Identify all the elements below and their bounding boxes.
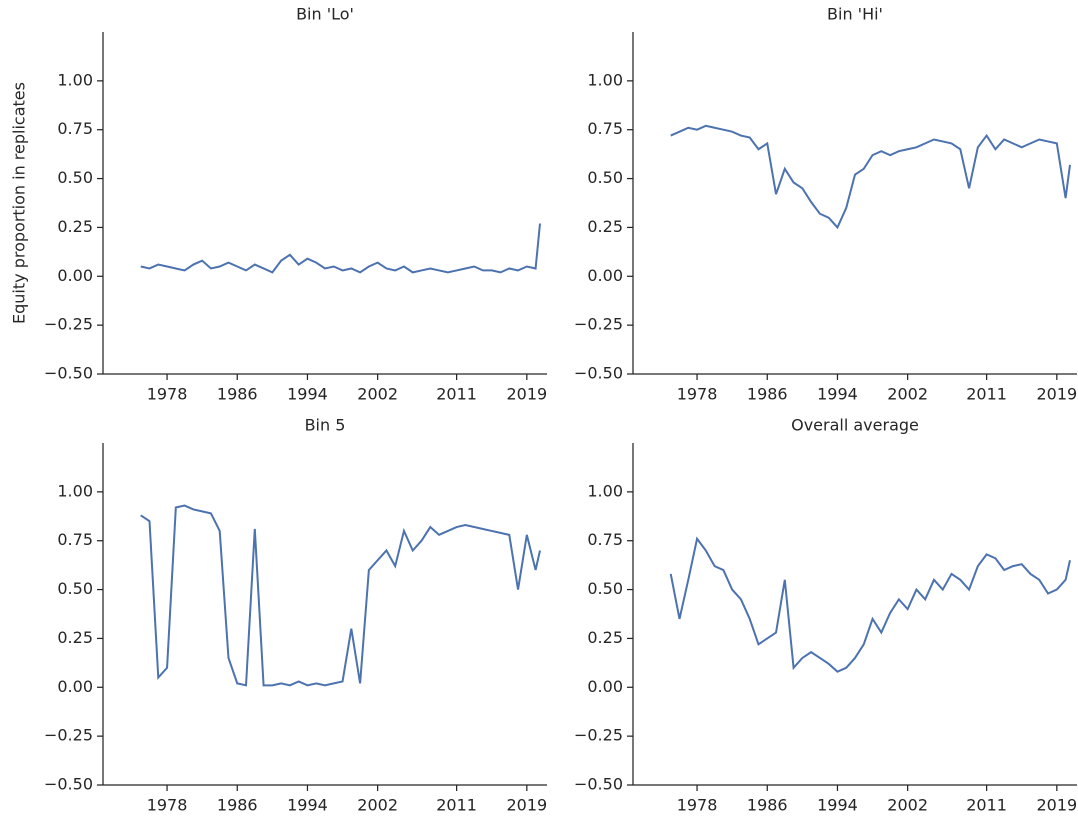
chart-title: Bin 'Hi' <box>827 5 883 24</box>
x-tick-label: 1978 <box>677 385 718 404</box>
chart-title: Overall average <box>791 416 919 435</box>
x-tick-label: 1994 <box>817 385 858 404</box>
y-tick-label: 0.25 <box>587 217 623 236</box>
x-tick-label: 1986 <box>747 796 788 815</box>
y-tick-label: 1.00 <box>57 70 93 89</box>
x-tick-label: 2002 <box>357 796 398 815</box>
y-tick-label: 1.00 <box>57 481 93 500</box>
x-tick-label: 2002 <box>357 385 398 404</box>
y-tick-label: −0.25 <box>574 726 623 745</box>
y-tick-label: 0.75 <box>587 119 623 138</box>
y-tick-label: −0.25 <box>44 726 93 745</box>
x-tick-label: 1994 <box>817 796 858 815</box>
data-line <box>140 223 541 274</box>
y-tick-label: 0.75 <box>587 530 623 549</box>
data-line <box>669 536 1071 673</box>
y-tick-label: −0.50 <box>44 775 93 794</box>
x-tick-label: 2002 <box>887 385 928 404</box>
x-tick-label: 2019 <box>1036 796 1077 815</box>
x-tick-label: 1986 <box>747 385 788 404</box>
x-tick-label: 2019 <box>506 385 547 404</box>
x-tick-label: 1994 <box>287 385 328 404</box>
y-tick-label: 0.25 <box>57 217 93 236</box>
y-tick-label: 0.00 <box>587 266 623 285</box>
x-tick-label: 2011 <box>966 796 1007 815</box>
y-tick-label: −0.25 <box>44 315 93 334</box>
y-tick-label: 0.50 <box>57 168 93 187</box>
data-line <box>140 504 541 687</box>
x-tick-label: 1978 <box>147 796 188 815</box>
y-tick-label: 0.25 <box>57 628 93 647</box>
y-tick-label: 0.50 <box>587 168 623 187</box>
y-axis-label: Equity proportion in replicates <box>10 82 29 324</box>
x-tick-label: 2019 <box>1036 385 1077 404</box>
x-tick-label: 1986 <box>217 385 258 404</box>
y-tick-label: 0.25 <box>587 628 623 647</box>
x-tick-label: 1986 <box>217 796 258 815</box>
y-tick-label: −0.25 <box>574 315 623 334</box>
y-tick-label: 0.00 <box>587 677 623 696</box>
y-tick-label: 0.50 <box>57 579 93 598</box>
x-tick-label: 2011 <box>436 796 477 815</box>
x-tick-label: 2011 <box>436 385 477 404</box>
y-tick-label: 0.50 <box>587 579 623 598</box>
y-tick-label: −0.50 <box>574 775 623 794</box>
chart-title: Bin 5 <box>305 416 346 435</box>
x-tick-label: 2011 <box>966 385 1007 404</box>
x-tick-label: 1978 <box>147 385 188 404</box>
x-tick-label: 2019 <box>506 796 547 815</box>
y-tick-label: 0.75 <box>57 119 93 138</box>
x-tick-label: 2002 <box>887 796 928 815</box>
y-tick-label: 1.00 <box>587 481 623 500</box>
chart-title: Bin 'Lo' <box>296 5 354 24</box>
y-tick-label: 0.00 <box>57 677 93 696</box>
y-tick-label: −0.50 <box>44 364 93 383</box>
y-tick-label: 0.00 <box>57 266 93 285</box>
y-tick-label: 0.75 <box>57 530 93 549</box>
y-tick-label: 1.00 <box>587 70 623 89</box>
y-tick-label: −0.50 <box>574 364 623 383</box>
data-line <box>670 124 1071 230</box>
x-tick-label: 1994 <box>287 796 328 815</box>
x-tick-label: 1978 <box>677 796 718 815</box>
